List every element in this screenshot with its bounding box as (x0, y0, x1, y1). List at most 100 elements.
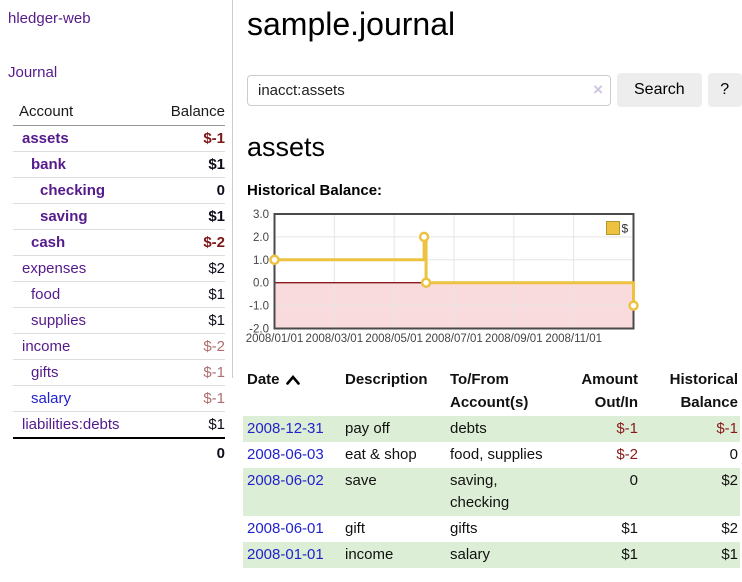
account-link-expenses[interactable]: expenses (22, 260, 87, 277)
account-cell: gifts (13, 359, 145, 386)
journal-link[interactable]: Journal (8, 64, 58, 81)
account-link-bank[interactable]: bank (31, 156, 67, 173)
account-row: gifts $-1 (13, 359, 225, 386)
accounts-cell: food, supplies (450, 446, 543, 463)
date-cell: 2008-06-02 (243, 468, 340, 516)
account-row: cash $-2 (13, 229, 225, 256)
balance-cell: $2 (721, 520, 738, 537)
description-cell: pay off (345, 420, 390, 437)
register-row: 2008-12-31 pay off debts $-1 $-1 (243, 416, 740, 442)
accounts-header-account: Account (13, 100, 145, 126)
chart-title: Historical Balance: (247, 182, 383, 199)
clear-icon[interactable]: × (593, 79, 603, 99)
amount-cell: $-1 (616, 420, 638, 437)
register-row: 2008-06-01 gift gifts $1 $2 (243, 516, 740, 542)
register-header-amount: Amount Out/In (581, 371, 638, 411)
historical-balance-chart: $3.0 2.0 1.0 0.0 -1.0 -2.0 2008/01/01 2008/03/0… (243, 208, 742, 350)
main-content: sample.journal × Search ? assets Histori… (233, 0, 742, 568)
svg-text:-1.0: -1.0 (249, 301, 269, 313)
date-link[interactable]: 2008-06-01 (247, 520, 324, 537)
search-button[interactable]: Search (617, 73, 702, 107)
account-cell: cash (13, 229, 145, 256)
account-row: assets $-1 (13, 125, 225, 152)
account-cell: food (13, 281, 145, 308)
sidebar: hledger-web Journal Account Balance asse… (0, 0, 233, 568)
account-link-income[interactable]: income (22, 338, 71, 355)
account-link-food[interactable]: food (31, 286, 61, 303)
description-cell: gift (345, 520, 366, 537)
account-row: salary $-1 (13, 385, 225, 412)
account-link-assets[interactable]: assets (22, 130, 69, 147)
accounts-total-row: 0 (13, 437, 225, 466)
date-cell: 2008-12-31 (243, 416, 340, 442)
balance-cell: 0 (729, 446, 738, 463)
description-cell: income (345, 546, 394, 563)
balance-cell: $-1 (716, 420, 738, 437)
svg-text:2008/07/01: 2008/07/01 (425, 333, 483, 345)
account-cell: saving (13, 203, 145, 230)
account-link-supplies[interactable]: supplies (31, 312, 87, 329)
svg-text:2008/01/01: 2008/01/01 (246, 333, 304, 345)
account-cell: expenses (13, 255, 145, 282)
date-link[interactable]: 2008-06-03 (247, 446, 324, 463)
account-balance: $1 (145, 411, 225, 439)
amount-cell: $-2 (616, 446, 638, 463)
search-box: × (247, 74, 611, 106)
balance-cell: $1 (721, 546, 738, 563)
account-link-gifts[interactable]: gifts (31, 364, 59, 381)
amount-cell: $1 (621, 546, 638, 563)
register-row: 2008-06-02 save saving, checking 0 $2 (243, 468, 740, 516)
svg-text:2008/11/01: 2008/11/01 (545, 333, 602, 345)
search-input[interactable] (247, 74, 611, 106)
account-row: bank $1 (13, 151, 225, 178)
account-row: income $-2 (13, 333, 225, 360)
account-balance: $1 (145, 281, 225, 308)
description-cell: save (345, 472, 377, 489)
register-row: 2008-06-03 eat & shop food, supplies $-2 0 (243, 442, 740, 468)
account-row: saving $1 (13, 203, 225, 230)
register-header-date[interactable]: Date (243, 368, 340, 416)
register-row: 2008-01-01 income salary $1 $1 (243, 542, 740, 568)
account-cell: liabilities:debts (13, 411, 145, 439)
account-balance: $-2 (145, 229, 225, 256)
account-balance: $-2 (145, 333, 225, 360)
account-link-salary[interactable]: salary (31, 390, 72, 407)
register-table: Date Description To/From Account(s) Amou… (243, 368, 740, 568)
account-link-checking[interactable]: checking (40, 182, 106, 199)
date-link[interactable]: 2008-06-02 (247, 472, 324, 489)
legend-swatch (606, 221, 620, 235)
date-link[interactable]: 2008-01-01 (247, 546, 324, 563)
balance-cell: $2 (721, 472, 738, 489)
app-title-link[interactable]: hledger-web (8, 10, 91, 27)
svg-text:0.0: 0.0 (253, 278, 269, 290)
date-cell: 2008-06-03 (243, 442, 340, 468)
account-row: food $1 (13, 281, 225, 308)
svg-text:1.0: 1.0 (253, 255, 269, 267)
account-link-cash[interactable]: cash (31, 234, 66, 251)
account-heading: assets (247, 132, 326, 162)
account-cell: assets (13, 125, 145, 152)
register-header-description: Description (345, 371, 428, 388)
accounts-header-balance: Balance (145, 100, 225, 126)
account-link-liabilities-debts[interactable]: liabilities:debts (22, 416, 120, 433)
register-header-accounts: To/From Account(s) (450, 371, 529, 411)
accounts-header-row: Account Balance (13, 100, 225, 126)
svg-text:-2.0: -2.0 (249, 324, 269, 336)
legend-label: $ (622, 222, 629, 236)
account-link-saving[interactable]: saving (40, 208, 88, 225)
account-cell: income (13, 333, 145, 360)
search-row: × Search ? (247, 73, 742, 107)
sort-ascending-icon (285, 369, 300, 392)
help-button[interactable]: ? (707, 73, 742, 107)
accounts-cell: gifts (450, 520, 478, 537)
register-header-balance: Historical Balance (669, 371, 738, 411)
account-row: expenses $2 (13, 255, 225, 282)
account-balance: $1 (145, 203, 225, 230)
date-link[interactable]: 2008-12-31 (247, 420, 324, 437)
account-cell: checking (13, 177, 145, 204)
account-cell: supplies (13, 307, 145, 334)
account-balance: $-1 (145, 385, 225, 412)
account-row: supplies $1 (13, 307, 225, 334)
svg-text:2008/05/01: 2008/05/01 (365, 333, 423, 345)
accounts-total-spacer (13, 437, 145, 466)
